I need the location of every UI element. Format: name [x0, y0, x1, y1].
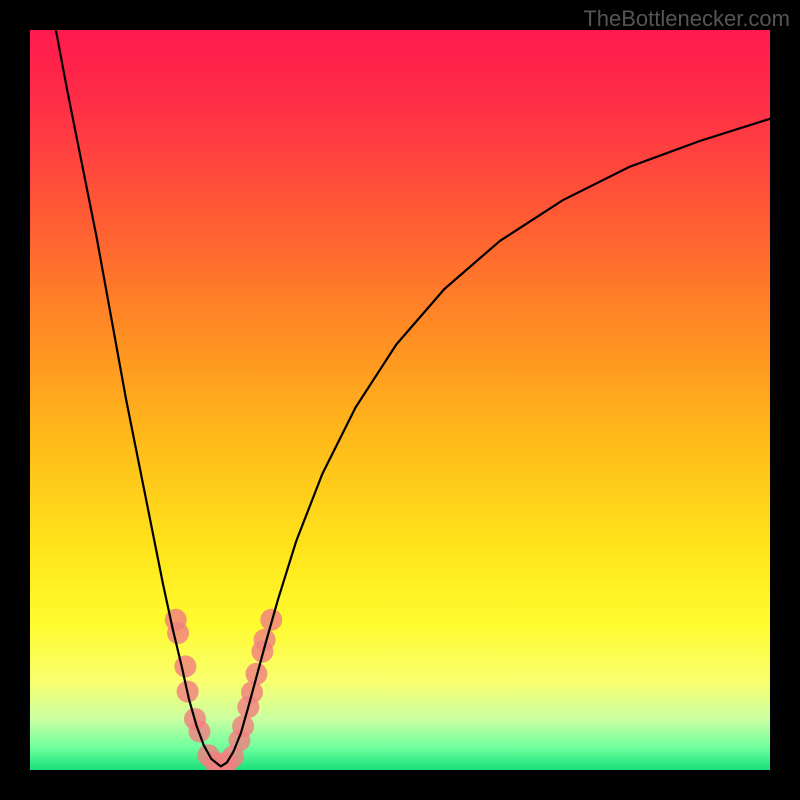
marker-point	[167, 622, 189, 644]
watermark-text: TheBottlenecker.com	[583, 6, 790, 32]
plot-svg	[30, 30, 770, 770]
gradient-background	[30, 30, 770, 770]
marker-point	[174, 655, 196, 677]
plot-area	[30, 30, 770, 770]
chart-frame: TheBottlenecker.com	[0, 0, 800, 800]
